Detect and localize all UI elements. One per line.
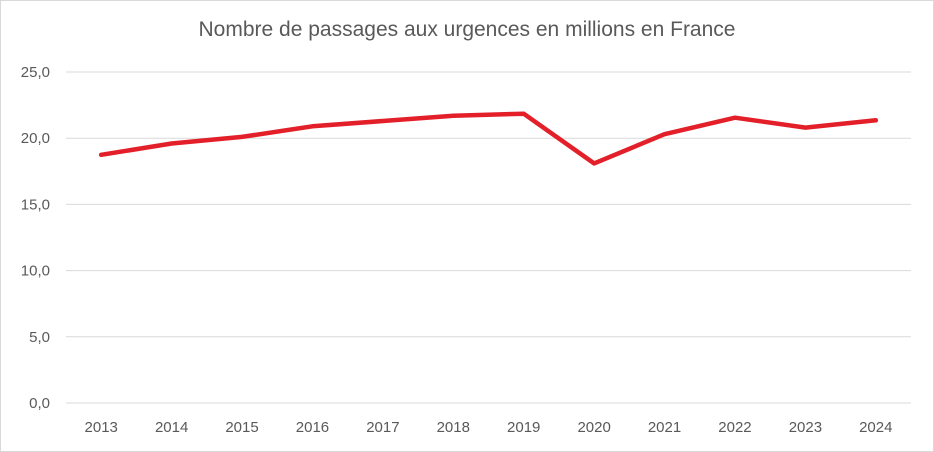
y-axis-ticks: 0,0 5,0 10,0 15,0 20,0 25,0: [21, 64, 50, 412]
y-tick-label: 10,0: [21, 263, 50, 280]
x-tick-label: 2016: [296, 419, 329, 436]
data-point: [240, 134, 245, 139]
chart-title: Nombre de passages aux urgences en milli…: [198, 18, 736, 41]
data-point: [873, 118, 878, 123]
x-tick-label: 2021: [648, 419, 681, 436]
x-tick-label: 2017: [366, 419, 399, 436]
y-tick-label: 0,0: [29, 395, 50, 412]
data-point: [662, 132, 667, 137]
data-point: [521, 111, 526, 116]
data-point: [169, 141, 174, 146]
x-tick-label: 2015: [225, 419, 258, 436]
y-tick-label: 15,0: [21, 196, 50, 213]
data-point: [99, 152, 104, 157]
x-tick-label: 2013: [85, 419, 118, 436]
data-point: [310, 124, 315, 129]
x-tick-label: 2024: [859, 419, 892, 436]
y-tick-label: 20,0: [21, 130, 50, 147]
x-tick-label: 2023: [789, 419, 822, 436]
x-tick-label: 2020: [577, 419, 610, 436]
x-tick-label: 2018: [437, 419, 470, 436]
y-tick-label: 5,0: [29, 329, 50, 346]
data-point: [380, 118, 385, 123]
data-point: [803, 125, 808, 130]
x-axis-ticks: 2013 2014 2015 2016 2017 2018 2019 2020 2021 2022…: [85, 419, 893, 436]
series-layer: [98, 111, 879, 166]
series-line: [98, 111, 879, 166]
data-point: [592, 161, 597, 166]
data-point: [732, 115, 737, 120]
x-tick-label: 2019: [507, 419, 540, 436]
y-tick-label: 25,0: [21, 64, 50, 81]
x-tick-label: 2022: [718, 419, 751, 436]
x-tick-label: 2014: [155, 419, 188, 436]
data-point: [451, 113, 456, 118]
gridlines: [66, 71, 911, 404]
